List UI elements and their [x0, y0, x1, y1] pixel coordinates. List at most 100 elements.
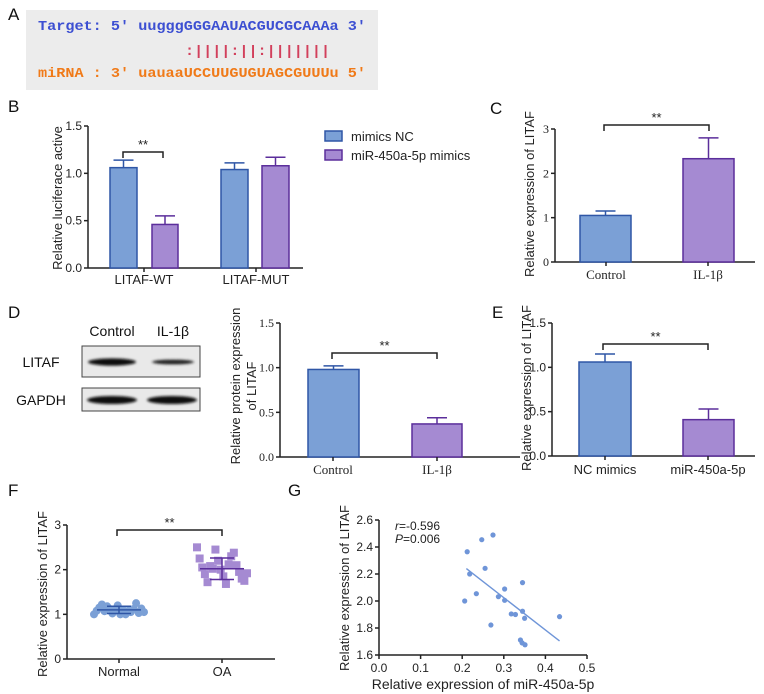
y-tick-label: 1 [543, 211, 549, 225]
chart-f: 0 1 2 3 Normal OA ** [54, 515, 275, 679]
x-tick-label: 0.0 [371, 661, 388, 675]
data-point [508, 611, 514, 617]
band-gapdh-control [87, 396, 137, 404]
blot-row-gapdh: GAPDH [16, 392, 66, 408]
significance-bracket [116, 529, 223, 536]
chart-e: 0.0 0.5 1.0 1.5 NC mimics miR-450a-5p ** [529, 316, 755, 477]
data-point-normal [132, 599, 141, 608]
legend-b: mimics NC miR-450a-5p mimics [324, 129, 471, 163]
y-tick-label: 0.5 [65, 214, 82, 228]
y-tick-label: 2.0 [356, 594, 373, 608]
y-tick-label: 2 [54, 563, 61, 577]
y-tick-label: 0.0 [65, 261, 82, 275]
significance-label: ** [164, 515, 174, 530]
y-tick-label: 2.2 [356, 567, 373, 581]
x-tick-label: NC mimics [574, 462, 637, 477]
western-blot: Control IL-1β LITAF GAPDH [16, 323, 201, 412]
bar [578, 361, 632, 457]
chart-g: 1.6 1.8 2.0 2.2 2.4 2.6 0.0 0.1 0.2 0.3 0.4 0.5 [356, 513, 595, 675]
x-tick-label: 0.2 [454, 661, 471, 675]
y-axis-label-f: Relative expression of LITAF [35, 511, 50, 677]
data-point-oa [224, 560, 233, 569]
y-tick-label: 0.0 [529, 449, 546, 463]
x-tick-label: 0.5 [579, 661, 596, 675]
data-point [464, 549, 470, 555]
y-tick-label: 2.4 [356, 540, 373, 554]
data-point [490, 532, 496, 538]
data-point-oa [219, 572, 228, 581]
band-gapdh-il1b [147, 396, 197, 404]
data-point [495, 594, 501, 600]
x-tick-label: 0.3 [495, 661, 512, 675]
bar [151, 223, 179, 269]
data-point [482, 565, 488, 571]
sequence-box [26, 10, 378, 90]
data-point [502, 586, 508, 592]
x-tick-label: OA [213, 664, 232, 679]
chart-b: 0.0 0.5 1.0 1.5 LITAF-WT LITAF-MUT ** [65, 119, 303, 287]
significance-label: ** [379, 338, 389, 353]
y-tick-label: 0 [543, 255, 549, 269]
data-point-oa [200, 570, 209, 579]
y-axis-label-e: Relative expression of LITAF [519, 305, 534, 471]
y-tick-label: 1.5 [529, 316, 546, 330]
significance-bracket [602, 343, 709, 350]
x-tick-label: Control [313, 462, 353, 477]
bar [579, 214, 632, 263]
y-axis-label-d-line2: of LITAF [244, 362, 259, 411]
significance-bracket [122, 151, 164, 158]
panel-a: A Target: 5' uugggGGGAAUACGUCGCAAAa 3' :… [8, 5, 378, 90]
data-point [556, 614, 563, 620]
x-tick-label: IL-1β [693, 267, 723, 282]
band-litaf-il1b [152, 359, 194, 365]
data-point-oa [240, 576, 249, 585]
data-point [519, 580, 526, 586]
bar [682, 418, 735, 457]
x-tick-label: 0.1 [412, 661, 429, 675]
y-axis-label-d-line1: Relative protein expression [228, 308, 243, 465]
chart-d: 0.0 0.5 1.0 1.5 Control IL-1β ** [259, 316, 520, 477]
bar [261, 165, 290, 269]
data-point-oa [216, 565, 225, 574]
panel-letter-a: A [8, 5, 20, 24]
significance-bracket [603, 124, 710, 131]
significance-label: ** [651, 110, 661, 125]
correlation-r: r=-0.596 [395, 519, 440, 533]
band-litaf-control [88, 358, 136, 366]
panel-letter-f: F [8, 481, 18, 500]
y-tick-label: 0.5 [529, 405, 546, 419]
significance-bracket [331, 352, 438, 359]
significance-label: ** [650, 329, 660, 344]
panel-letter-b: B [8, 97, 19, 116]
panel-letter-d: D [8, 303, 20, 322]
y-tick-label: 0.0 [259, 450, 274, 464]
data-point [522, 642, 528, 648]
data-point-oa [203, 578, 212, 587]
data-point-oa [193, 543, 201, 552]
x-tick-label: Control [586, 267, 626, 282]
regression-line [465, 568, 560, 642]
y-tick-label: 1.5 [259, 316, 274, 330]
blot-lane-il1b: IL-1β [157, 323, 189, 339]
data-point [479, 537, 485, 543]
panel-letter-c: C [490, 99, 502, 118]
legend-label-mir-mimics: miR-450a-5p mimics [351, 148, 471, 163]
data-point-oa [195, 554, 204, 563]
blot-gapdh-membrane [81, 387, 201, 412]
pairing-marks: :||||:||:||||||| [185, 44, 330, 60]
y-tick-label: 0.5 [259, 405, 274, 419]
blot-row-litaf: LITAF [22, 354, 59, 370]
y-tick-label: 1.0 [259, 361, 274, 375]
y-tick-label: 0 [54, 652, 61, 666]
blot-lane-control: Control [89, 323, 134, 339]
x-tick-label: miR-450a-5p [670, 462, 745, 477]
target-sequence: Target: 5' uugggGGGAAUACGUCGCAAAa 3' [38, 19, 366, 35]
x-tick-label: Normal [98, 664, 140, 679]
y-tick-label: 2.6 [356, 513, 373, 527]
significance-label: ** [138, 137, 148, 152]
data-point-oa [227, 552, 236, 561]
bar [220, 168, 249, 269]
data-point-oa [211, 545, 220, 554]
legend-label-mimics-nc: mimics NC [351, 129, 414, 144]
